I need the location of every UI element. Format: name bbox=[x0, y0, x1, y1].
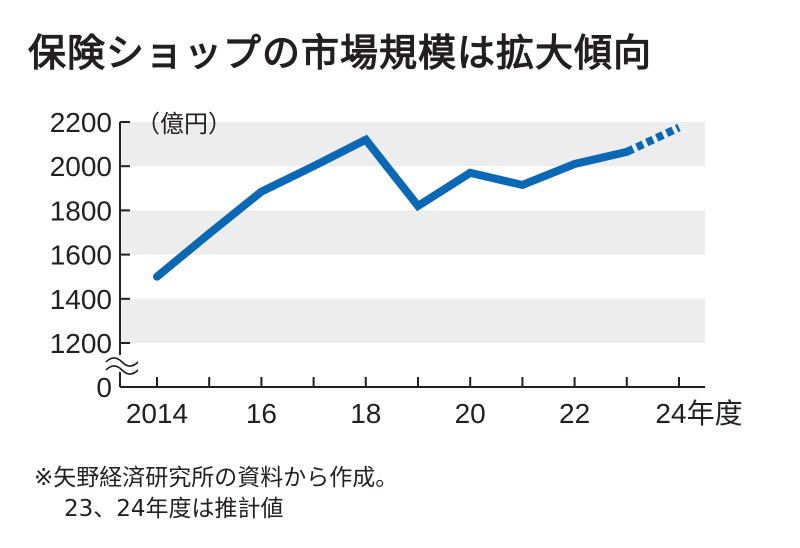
y-tick-label: 2200 bbox=[50, 107, 112, 138]
series-line-estimate bbox=[625, 123, 681, 156]
y-tick-label: 1200 bbox=[50, 328, 112, 359]
x-tick-label: 20 bbox=[455, 398, 486, 429]
y-tick-label: 2000 bbox=[50, 151, 112, 182]
x-tick-label: 16 bbox=[246, 398, 277, 429]
grid-band bbox=[120, 298, 705, 343]
x-tick-label: 24年度 bbox=[655, 398, 742, 429]
unit-label: （億円） bbox=[136, 110, 232, 138]
y-tick-label: 0 bbox=[96, 372, 112, 403]
estimate-note: 23、24年度は推計値 bbox=[64, 496, 284, 522]
axis-break-icon bbox=[105, 357, 139, 375]
series-line bbox=[153, 134, 631, 281]
source-note: ※矢野経済研究所の資料から作成。 bbox=[34, 465, 399, 491]
y-tick-label: 1400 bbox=[50, 284, 112, 315]
grid-band bbox=[120, 210, 705, 255]
x-tick-label: 18 bbox=[350, 398, 381, 429]
x-tick-label: 22 bbox=[559, 398, 590, 429]
chart-title: 保険ショップの市場規模は拡大傾向 bbox=[28, 31, 653, 75]
y-tick-label: 1600 bbox=[50, 240, 112, 271]
x-tick-label: 2014 bbox=[126, 398, 188, 429]
y-tick-label: 1800 bbox=[50, 195, 112, 226]
